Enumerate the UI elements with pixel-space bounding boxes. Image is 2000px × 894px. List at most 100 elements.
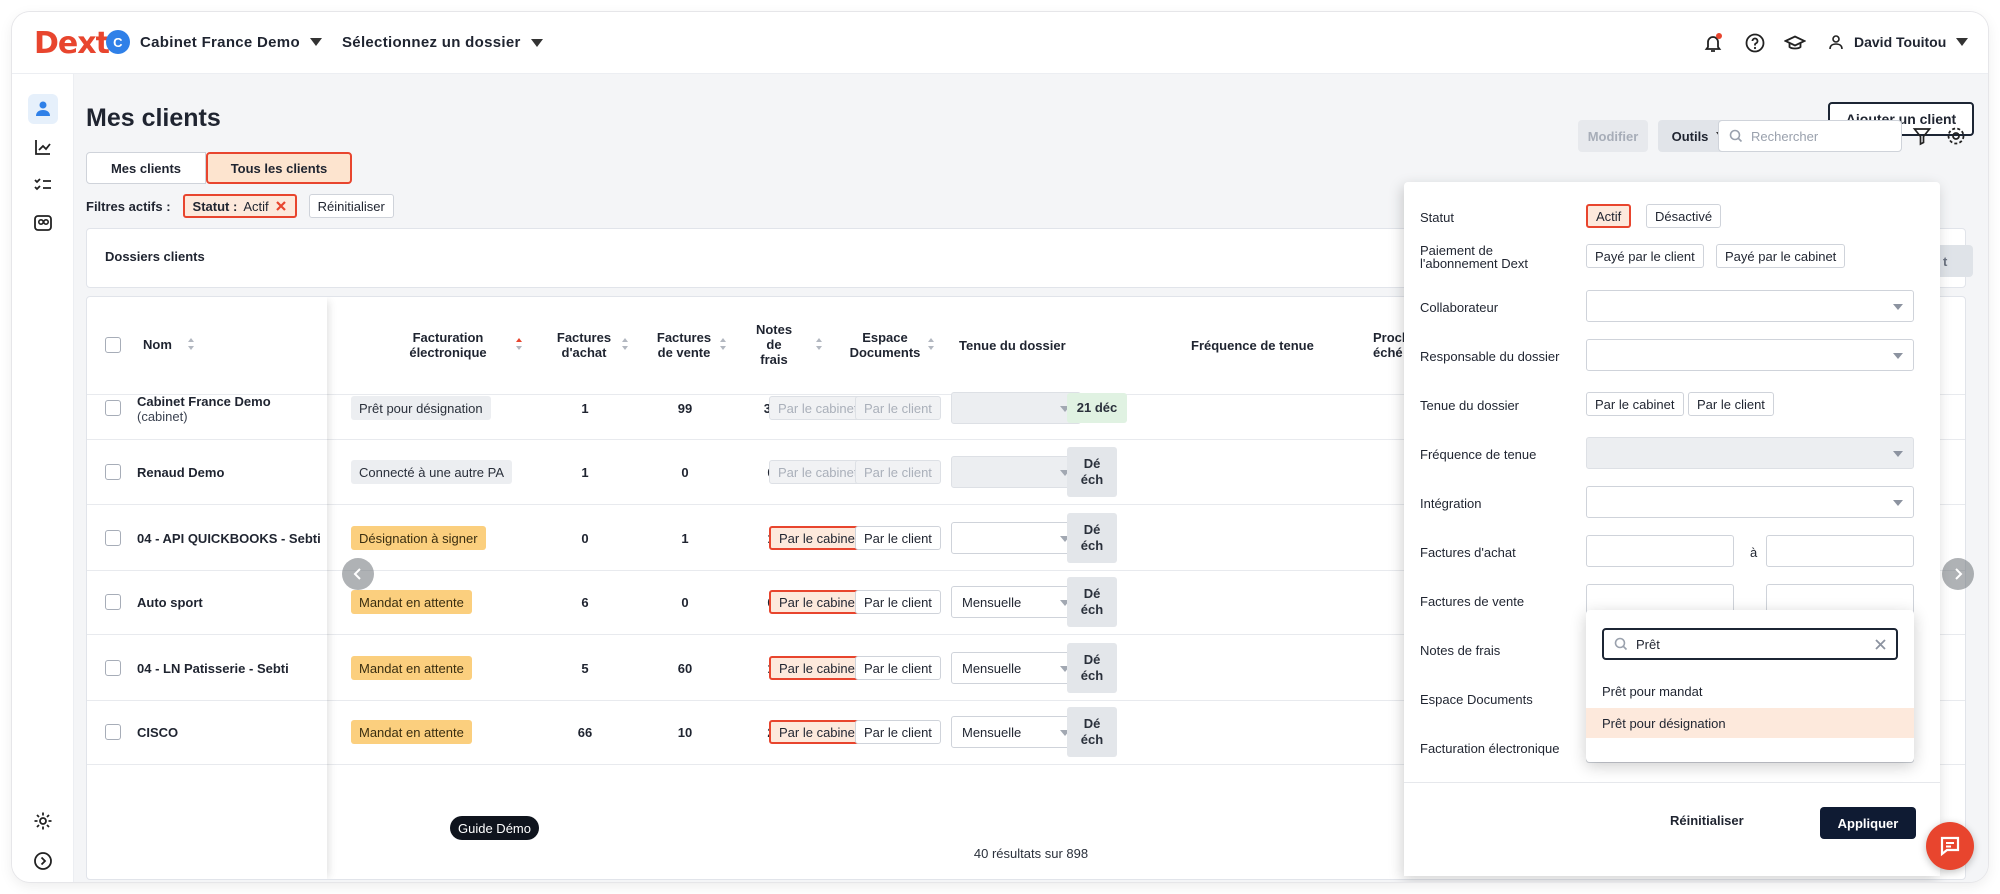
tenue-client-pill[interactable]: Par le client [855, 590, 941, 614]
chart-nav-icon[interactable] [28, 132, 58, 162]
bell-icon[interactable] [1702, 32, 1724, 54]
frequence-select[interactable]: Mensuelle [951, 716, 1081, 748]
dropdown-option-designation[interactable]: Prêt pour désignation [1586, 708, 1914, 738]
client-name[interactable]: 04 - LN Patisserie - Sebti [137, 661, 289, 676]
header-frequence[interactable]: Fréquence de tenue [1191, 338, 1314, 353]
frequence-select[interactable] [951, 456, 1081, 488]
tenue-cabinet-pill[interactable]: Par le cabinet [769, 590, 869, 614]
client-name[interactable]: Cabinet France Demo (cabinet) [137, 394, 271, 424]
reset-filters-button[interactable]: Réinitialiser [308, 194, 394, 218]
close-icon[interactable] [275, 200, 287, 212]
scroll-right-icon[interactable] [1942, 558, 1974, 590]
dropdown-search-input[interactable]: Prêt [1602, 628, 1898, 660]
tenue-cabinet-pill[interactable]: Par le cabinet [769, 656, 869, 680]
header-tenue-dossier[interactable]: Tenue du dossier [959, 338, 1066, 353]
clear-icon[interactable] [1875, 639, 1886, 650]
tenue-client-option[interactable]: Par le client [1688, 392, 1774, 416]
tenue-cabinet-pill[interactable]: Par le cabinet [769, 396, 867, 420]
row-checkbox[interactable] [105, 594, 121, 610]
sort-icon[interactable] [621, 337, 629, 351]
tenue-client-pill[interactable]: Par le client [855, 720, 941, 744]
echeance-badge: Dé éch [1067, 577, 1117, 627]
chat-icon[interactable] [1926, 822, 1974, 870]
client-name[interactable]: Renaud Demo [137, 465, 225, 480]
statut-actif-option[interactable]: Actif [1586, 204, 1632, 228]
user-menu[interactable]: David Touitou [1828, 34, 1969, 50]
integration-select[interactable] [1586, 486, 1914, 518]
team-nav-icon[interactable] [28, 208, 58, 238]
achat-max-input[interactable] [1766, 535, 1914, 567]
achat-min-input[interactable] [1586, 535, 1734, 567]
header-factures-achat[interactable]: Factures d'achat [556, 330, 612, 360]
sort-active-icon[interactable] [515, 337, 523, 351]
collapse-sidebar-icon[interactable] [28, 846, 58, 876]
header-nom[interactable]: Nom [143, 337, 172, 352]
panel-reset-button[interactable]: Réinitialiser [1670, 813, 1744, 828]
client-name[interactable]: CISCO [137, 725, 179, 740]
collaborateur-select[interactable] [1586, 290, 1914, 322]
filter-icon[interactable] [1912, 126, 1932, 146]
paye-client-option[interactable]: Payé par le client [1586, 244, 1704, 268]
tab-mes-clients[interactable]: Mes clients [86, 152, 206, 184]
apply-button[interactable]: Appliquer [1820, 807, 1916, 839]
client-name[interactable]: Auto sport [137, 595, 203, 610]
echeance-line: éch [1080, 472, 1104, 487]
row-checkbox[interactable] [105, 660, 121, 676]
dossier-selector[interactable]: Sélectionnez un dossier [342, 34, 543, 51]
tenue-client-pill[interactable]: Par le client [855, 460, 941, 484]
header-notes-frais[interactable]: Notes de frais [755, 322, 793, 367]
table-row[interactable]: 04 - API QUICKBOOKS - Sebti Désignation à… [87, 506, 1965, 571]
echeance-badge: Dé éch [1067, 447, 1117, 497]
sort-icon[interactable] [187, 337, 195, 351]
tenue-cabinet-pill[interactable]: Par le cabinet [769, 720, 869, 744]
guide-demo-button[interactable]: Guide Démo [450, 816, 539, 840]
frequence-select[interactable]: Mensuelle [951, 586, 1081, 618]
modify-button[interactable]: Modifier [1578, 120, 1648, 152]
responsable-select[interactable] [1586, 339, 1914, 371]
header-factures-vente[interactable]: Factures de vente [656, 330, 712, 360]
frequence-select[interactable] [1586, 437, 1914, 469]
settings-icon[interactable] [1946, 126, 1966, 146]
scroll-left-icon[interactable] [342, 558, 374, 590]
client-name[interactable]: 04 - API QUICKBOOKS - Sebti [137, 531, 321, 546]
header-prochaine-echeance[interactable]: Proch éché [1373, 330, 1410, 360]
header-espace-documents[interactable]: Espace Documents [849, 330, 921, 360]
row-checkbox[interactable] [105, 530, 121, 546]
table-row[interactable]: Cabinet France Demo (cabinet) Prêt pour dé… [87, 376, 1965, 440]
search-input[interactable]: Rechercher [1718, 120, 1902, 152]
tasks-nav-icon[interactable] [28, 170, 58, 200]
row-checkbox[interactable] [105, 400, 121, 416]
select-all-checkbox[interactable] [105, 337, 121, 353]
dext-logo[interactable]: Dext [34, 26, 110, 61]
row-checkbox[interactable] [105, 464, 121, 480]
filter-chip-statut[interactable]: Statut : Actif [182, 194, 297, 218]
tab-tous-les-clients[interactable]: Tous les clients [206, 152, 352, 184]
sort-icon[interactable] [815, 337, 823, 351]
tenue-client-pill[interactable]: Par le client [855, 396, 941, 420]
statut-desactive-option[interactable]: Désactivé [1646, 204, 1722, 228]
graduation-cap-icon[interactable] [1784, 32, 1806, 54]
tenue-cabinet-option[interactable]: Par le cabinet [1586, 392, 1684, 416]
sort-icon[interactable] [719, 337, 727, 351]
tenue-cabinet-pill[interactable]: Par le cabinet [769, 460, 867, 484]
settings-nav-icon[interactable] [28, 806, 58, 836]
dropdown-option-mandat[interactable]: Prêt pour mandat [1602, 683, 1703, 699]
sort-icon[interactable] [927, 337, 935, 351]
clients-nav-icon[interactable] [28, 94, 58, 124]
tenue-client-pill[interactable]: Par le client [855, 526, 941, 550]
header-facturation[interactable]: Facturation électronique [409, 330, 487, 360]
tenue-client-pill[interactable]: Par le client [855, 656, 941, 680]
paye-cabinet-option[interactable]: Payé par le cabinet [1716, 244, 1846, 268]
tenue-cabinet-pill[interactable]: Par le cabinet [769, 526, 869, 550]
frequence-select[interactable] [951, 392, 1081, 424]
cabinet-selector[interactable]: C Cabinet France Demo [106, 30, 322, 54]
chevron-down-icon [1893, 500, 1903, 506]
help-icon[interactable] [1744, 32, 1766, 54]
table-row[interactable]: 04 - LN Patisserie - Sebti Mandat en atte… [87, 636, 1965, 701]
row-checkbox[interactable] [105, 724, 121, 740]
frequence-select[interactable]: Mensuelle [951, 652, 1081, 684]
frequence-select[interactable] [951, 522, 1081, 554]
